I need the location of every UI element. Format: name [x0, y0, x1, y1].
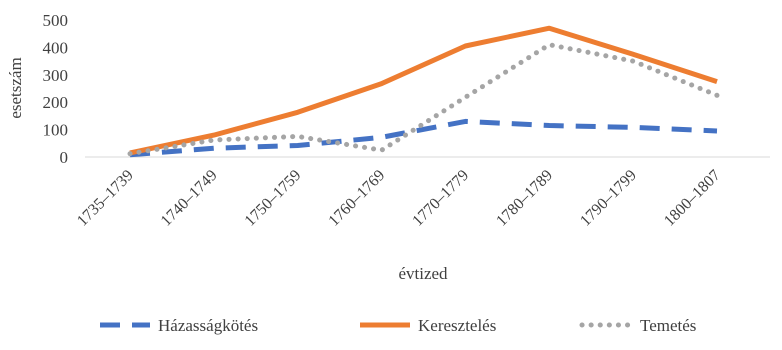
y-axis-ticks: 0 100 200 300 400 500 [43, 11, 69, 167]
x-tick-label: 1780–1789 [493, 167, 556, 230]
x-axis-title: évtized [398, 264, 448, 283]
legend-label: Házasságkötés [158, 316, 258, 335]
y-tick-label: 400 [43, 38, 69, 57]
series-line-házasságkötés [129, 118, 718, 158]
x-tick-label: 1790–1799 [577, 167, 640, 230]
x-tick-label: 1800–1807 [661, 167, 724, 230]
plot-area [85, 25, 770, 158]
legend-label: Temetés [640, 316, 696, 335]
y-tick-label: 100 [43, 121, 69, 140]
series-line-temetés [127, 42, 720, 157]
legend: Házasságkötés Keresztelés Temetés [100, 316, 696, 335]
series-line-keresztelés [129, 25, 718, 156]
x-tick-label: 1750–1759 [242, 167, 305, 230]
x-tick-label: 1740–1749 [158, 167, 221, 230]
y-axis-title: esetszám [6, 57, 25, 118]
legend-label: Keresztelés [418, 316, 496, 335]
x-axis-ticks: 1735–1739 1740–1749 1750–1759 1760–1769 1770… [74, 167, 724, 230]
x-tick-label: 1735–1739 [74, 167, 137, 230]
y-tick-label: 200 [43, 93, 69, 112]
x-tick-label: 1760–1769 [325, 167, 388, 230]
y-tick-label: 300 [43, 66, 69, 85]
y-tick-label: 0 [60, 148, 69, 167]
y-tick-label: 500 [43, 11, 69, 30]
x-tick-label: 1770–1779 [409, 167, 472, 230]
